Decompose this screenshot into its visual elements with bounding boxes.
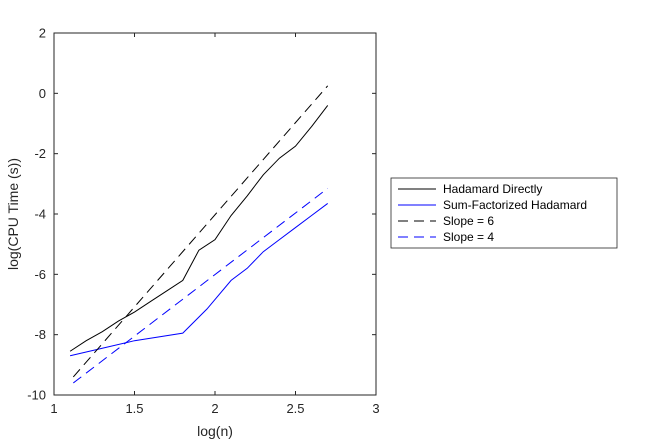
legend-label-3: Slope = 6 <box>443 214 494 228</box>
series-line-2 <box>69 203 328 357</box>
series-line-4 <box>73 187 329 384</box>
x-axis-label: log(n) <box>197 423 233 439</box>
y-tick-label: -2 <box>34 146 46 161</box>
x-tick-label: 2 <box>211 401 218 416</box>
ticks-layer: 1 1.5 2 2.5 3 -10 -8 -6 -4 -2 0 2 <box>27 26 379 417</box>
x-tick-label: 3 <box>372 401 379 416</box>
y-tick-label: -10 <box>27 388 46 403</box>
legend-label-2: Sum-Factorized Hadamard <box>443 198 587 212</box>
legend-box <box>390 177 618 249</box>
plot-area <box>54 33 376 395</box>
series-layer <box>69 85 329 384</box>
series-line-3 <box>72 85 329 378</box>
series-line-1 <box>69 105 329 352</box>
y-tick-label: 0 <box>39 86 46 101</box>
legend-label-4: Slope = 4 <box>443 230 494 244</box>
legend: Hadamard Directly Sum-Factorized Hadamard… <box>390 177 618 249</box>
y-tick-label: -6 <box>34 267 46 282</box>
x-tick-label: 1 <box>50 401 57 416</box>
x-tick-label: 1.5 <box>125 401 143 416</box>
legend-label-1: Hadamard Directly <box>443 182 542 196</box>
x-tick-label: 2.5 <box>286 401 304 416</box>
y-axis-label: log(CPU Time (s)) <box>5 158 21 270</box>
y-tick-label: -4 <box>34 207 46 222</box>
y-tick-label: -8 <box>34 327 46 342</box>
y-tick-label: 2 <box>39 26 46 41</box>
